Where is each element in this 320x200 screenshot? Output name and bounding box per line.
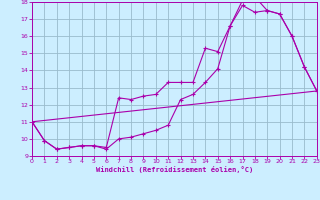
X-axis label: Windchill (Refroidissement éolien,°C): Windchill (Refroidissement éolien,°C) bbox=[96, 166, 253, 173]
